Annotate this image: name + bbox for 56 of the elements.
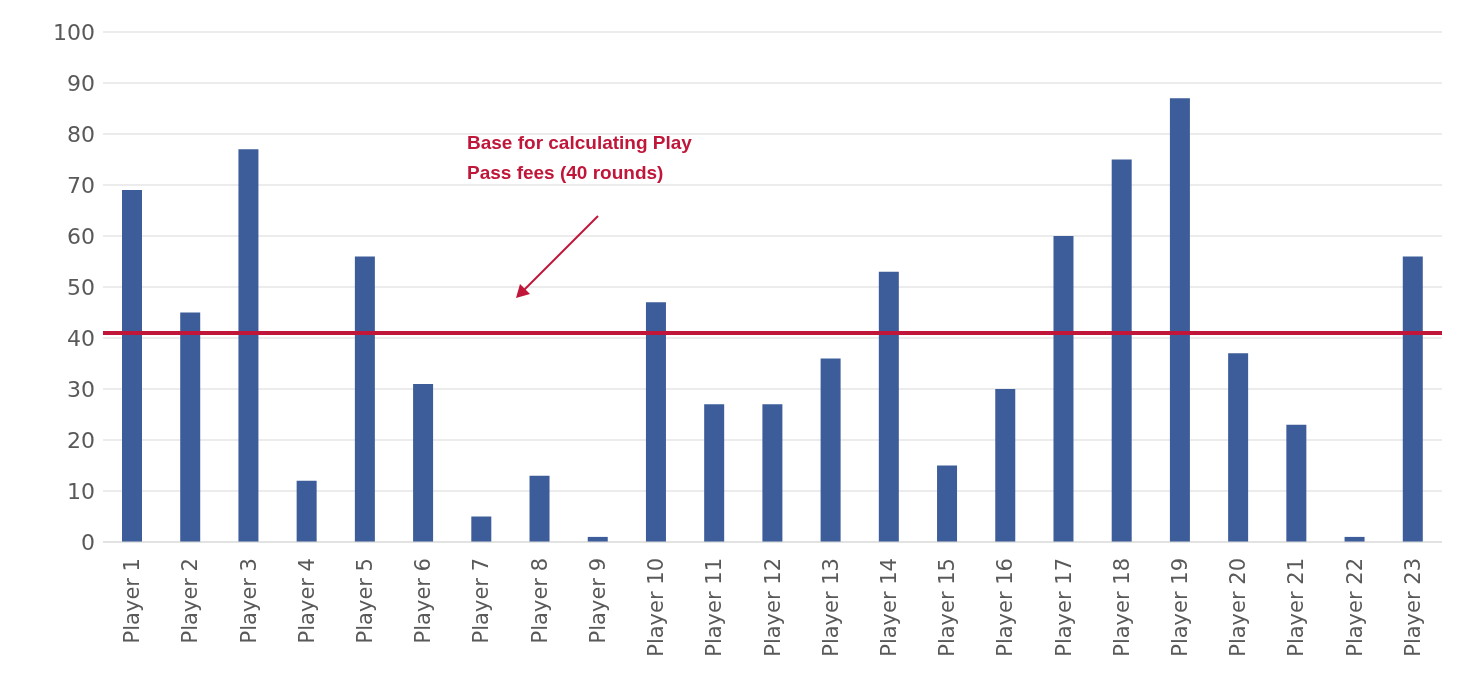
x-tick-label: Player 16 <box>993 558 1018 657</box>
bar <box>1111 159 1132 542</box>
y-tick-label: 50 <box>67 274 95 300</box>
bar <box>995 389 1016 542</box>
bar <box>471 516 492 542</box>
bar <box>180 312 201 542</box>
bar <box>1286 424 1307 542</box>
bar <box>820 358 841 542</box>
annotation: Base for calculating Play Pass fees (40 rounds) <box>467 131 692 185</box>
y-tick-label: 100 <box>53 19 95 45</box>
x-tick-label: Player 12 <box>760 558 785 657</box>
bar <box>122 190 142 542</box>
x-tick-label: Player 1 <box>120 558 145 644</box>
x-tick-label: Player 14 <box>876 558 901 657</box>
bar <box>1053 236 1074 542</box>
bar <box>704 404 725 542</box>
bar <box>1228 353 1249 542</box>
x-tick-label: Player 13 <box>818 558 843 657</box>
bar <box>296 480 317 542</box>
x-tick-label: Player 3 <box>236 558 261 644</box>
y-tick-label: 90 <box>67 70 95 96</box>
bar <box>937 465 958 542</box>
x-tick-label: Player 4 <box>294 558 319 644</box>
x-tick-label: Player 21 <box>1284 558 1309 657</box>
x-tick-label: Player 2 <box>178 558 203 644</box>
bar <box>878 271 899 542</box>
bar <box>529 475 550 542</box>
bar <box>354 256 375 542</box>
x-tick-label: Player 17 <box>1051 558 1076 657</box>
bar <box>645 302 666 542</box>
y-tick-label: 40 <box>67 325 95 351</box>
y-tick-label: 30 <box>67 376 95 402</box>
x-tick-label: Player 10 <box>644 558 669 657</box>
x-tick-label: Player 23 <box>1400 558 1425 657</box>
bar <box>1402 256 1423 542</box>
x-tick-label: Player 20 <box>1226 558 1251 657</box>
y-tick-label: 70 <box>67 172 95 198</box>
x-tick-label: Player 9 <box>585 558 610 644</box>
x-tick-label: Player 11 <box>702 558 727 657</box>
x-tick-label: Player 7 <box>469 558 494 644</box>
bar <box>1169 98 1190 542</box>
x-tick-label: Player 19 <box>1168 558 1193 657</box>
x-tick-label: Player 8 <box>527 558 552 644</box>
bar <box>413 383 434 542</box>
x-tick-label: Player 6 <box>411 558 436 644</box>
y-tick-label: 20 <box>67 427 95 453</box>
x-tick-label: Player 22 <box>1342 558 1367 657</box>
y-tick-label: 80 <box>67 121 95 147</box>
y-tick-label: 0 <box>81 529 95 555</box>
x-tick-label: Player 18 <box>1109 558 1134 657</box>
bar <box>238 149 259 542</box>
bar <box>762 404 783 542</box>
y-tick-label: 10 <box>67 478 95 504</box>
y-tick-label: 60 <box>67 223 95 249</box>
x-tick-label: Player 5 <box>352 558 377 644</box>
x-tick-label: Player 15 <box>935 558 960 657</box>
